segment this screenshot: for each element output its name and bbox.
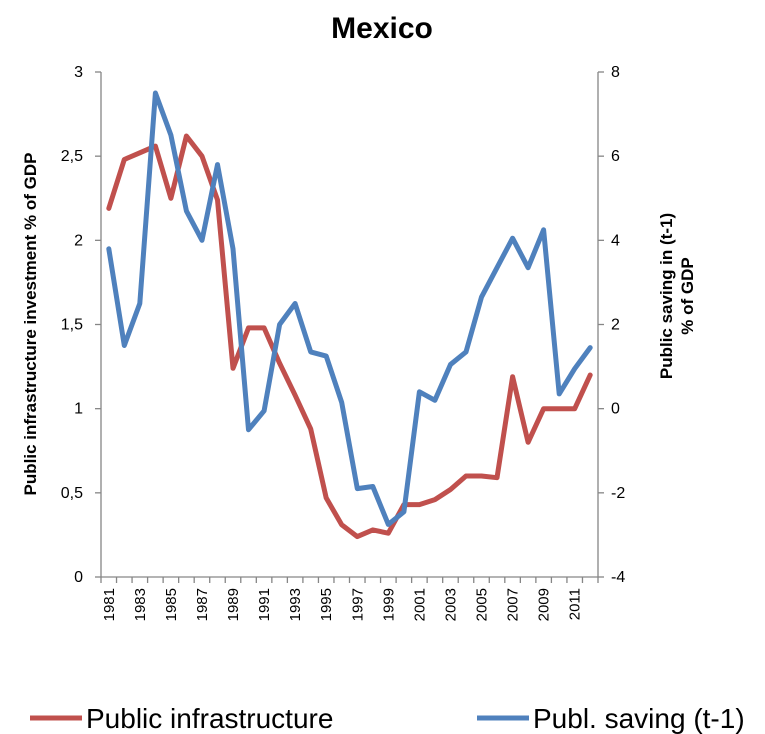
y-right-tick-label: -4 bbox=[611, 569, 625, 586]
y-left-tick-label: 3 bbox=[74, 64, 83, 81]
y-left-tick-label: 0,5 bbox=[61, 485, 83, 502]
x-tick-label: 1993 bbox=[287, 588, 304, 621]
y-left-tick-label: 2 bbox=[74, 232, 83, 249]
y-left-tick-label: 1,5 bbox=[61, 317, 83, 334]
y-left-tick-label: 0 bbox=[74, 569, 83, 586]
series-line-public-infrastructure bbox=[106, 133, 593, 540]
x-tick-label: 2007 bbox=[505, 588, 522, 621]
x-tick-label: 2001 bbox=[411, 588, 428, 621]
x-tick-label: 1981 bbox=[101, 588, 118, 621]
y-left-axis-label: Public infrastructure investment % of GD… bbox=[21, 153, 40, 496]
x-tick-label: 2009 bbox=[536, 588, 553, 621]
y-right-axis-label-line1: Public saving in (t-1) bbox=[657, 213, 676, 379]
x-tick-label: 1991 bbox=[256, 588, 273, 621]
axes: 0 0,5 1 1,5 2 2,5 3 -4 -2 0 2 4 6 8 1981 1983 1985 1987 19… bbox=[61, 64, 626, 621]
chart-title: Mexico bbox=[331, 12, 433, 45]
x-tick-label: 1995 bbox=[318, 588, 335, 621]
y-right-tick-label: 6 bbox=[611, 148, 620, 165]
series-lines bbox=[106, 90, 593, 540]
y-right-tick-label: 4 bbox=[611, 232, 620, 249]
x-tick-label: 1987 bbox=[194, 588, 211, 621]
legend: Public infrastructure Publ. saving (t-1) bbox=[30, 703, 745, 734]
x-tick-label: 2005 bbox=[474, 588, 491, 621]
x-tick-label: 1999 bbox=[380, 588, 397, 621]
legend-label: Publ. saving (t-1) bbox=[533, 703, 745, 734]
y-right-axis-label: Public saving in (t-1) % of GDP bbox=[657, 213, 697, 379]
y-right-tick-label: 2 bbox=[611, 317, 620, 334]
x-tick-label: 1983 bbox=[132, 588, 149, 621]
series-line-public-saving bbox=[106, 90, 593, 527]
y-right-tick-label: 8 bbox=[611, 64, 620, 81]
x-tick-label: 2003 bbox=[442, 588, 459, 621]
x-tick-label: 1989 bbox=[225, 588, 242, 621]
x-tick-label: 1997 bbox=[349, 588, 366, 621]
y-left-tick-label: 1 bbox=[74, 401, 83, 418]
y-right-axis-label-line2: % of GDP bbox=[678, 257, 697, 334]
y-right-tick-label: -2 bbox=[611, 485, 625, 502]
y-left-tick-label: 2,5 bbox=[61, 148, 83, 165]
x-tick-label: 1985 bbox=[163, 588, 180, 621]
y-right-tick-label: 0 bbox=[611, 401, 620, 418]
legend-label: Public infrastructure bbox=[86, 703, 333, 734]
x-tick-label: 2011 bbox=[567, 588, 584, 620]
